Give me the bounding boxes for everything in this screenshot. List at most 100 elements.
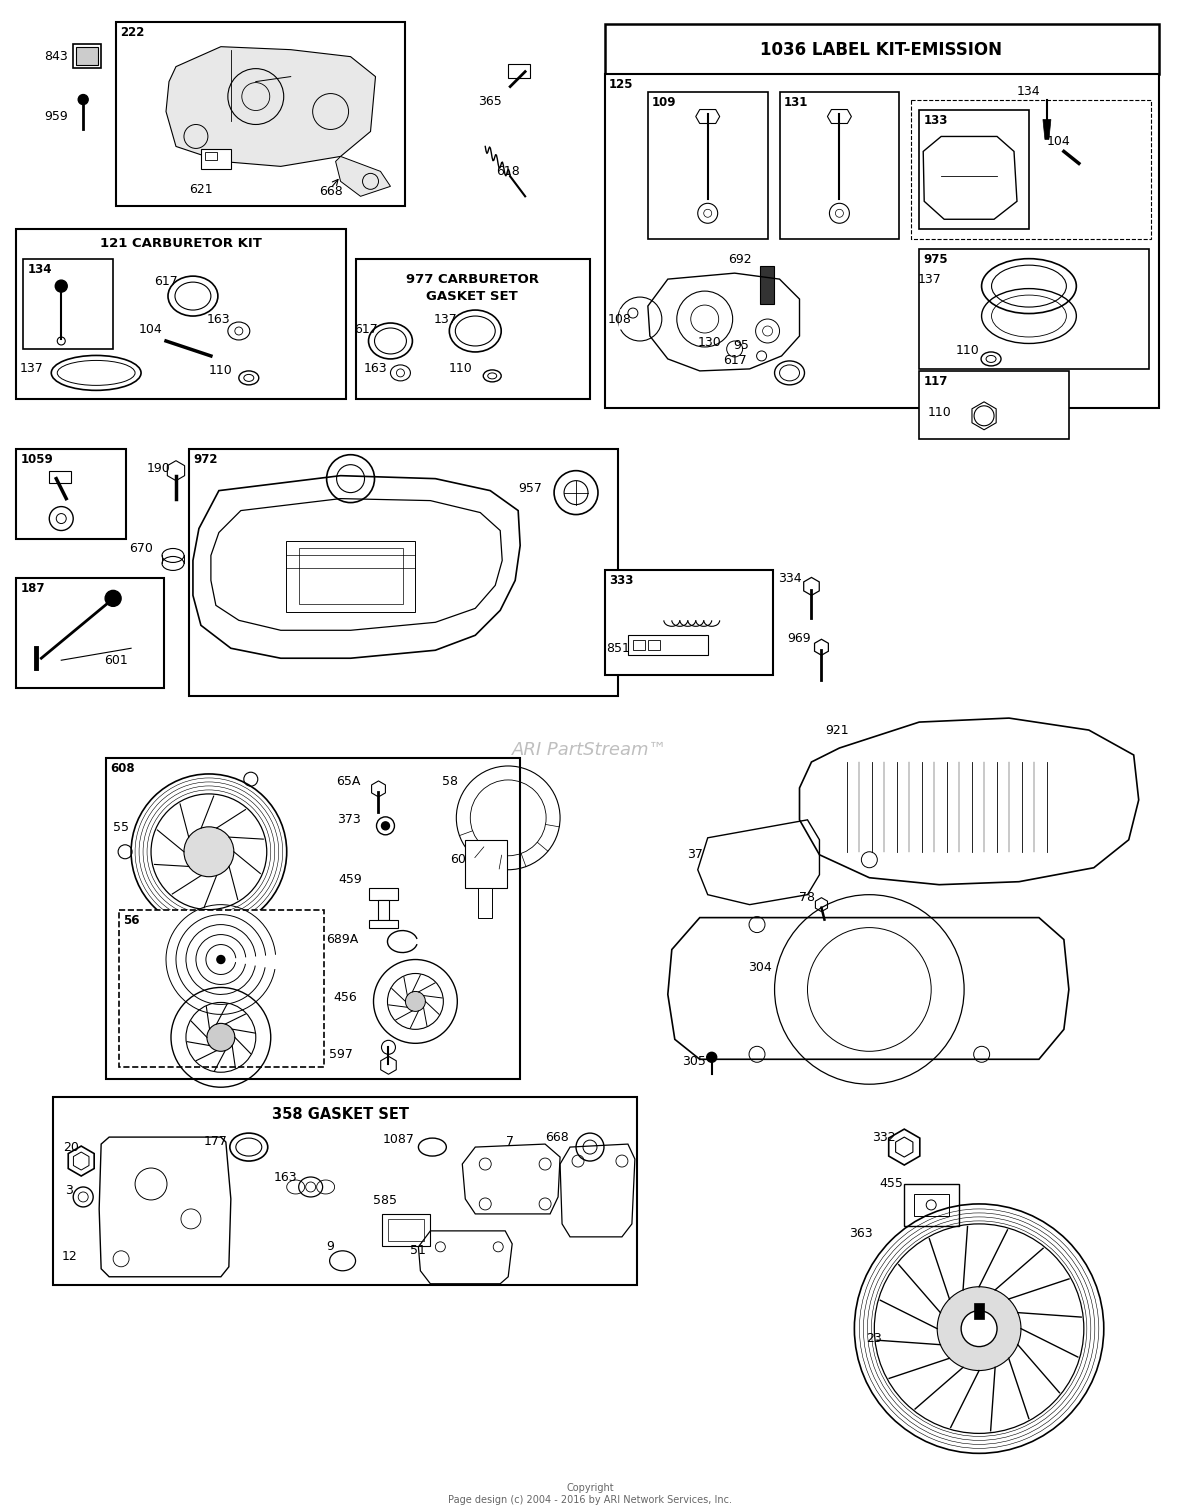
Text: 597: 597 xyxy=(329,1048,353,1062)
Text: 459: 459 xyxy=(339,873,362,886)
Text: 65A: 65A xyxy=(336,776,361,788)
Circle shape xyxy=(406,992,425,1012)
Text: 130: 130 xyxy=(697,337,722,349)
Text: 163: 163 xyxy=(274,1170,297,1184)
Bar xyxy=(201,149,231,169)
Text: 455: 455 xyxy=(879,1178,903,1190)
Text: 51: 51 xyxy=(411,1244,426,1258)
Bar xyxy=(116,21,406,207)
Text: 108: 108 xyxy=(608,313,631,326)
Bar xyxy=(189,448,618,696)
Text: 689A: 689A xyxy=(327,933,359,947)
Bar xyxy=(378,900,389,920)
Bar xyxy=(299,548,404,604)
Text: 975: 975 xyxy=(923,254,948,266)
Circle shape xyxy=(381,821,389,831)
Text: 55: 55 xyxy=(113,821,129,835)
Bar xyxy=(17,578,164,689)
Text: 977 CARBURETOR: 977 CARBURETOR xyxy=(406,273,539,285)
Bar xyxy=(648,640,660,651)
Text: 601: 601 xyxy=(104,654,127,667)
Text: 365: 365 xyxy=(478,95,503,109)
Text: 304: 304 xyxy=(748,960,772,974)
Text: 187: 187 xyxy=(20,583,45,595)
Circle shape xyxy=(962,1311,997,1347)
Bar xyxy=(355,260,590,399)
Text: Page design (c) 2004 - 2016 by ARI Network Services, Inc.: Page design (c) 2004 - 2016 by ARI Netwo… xyxy=(448,1495,732,1505)
Bar xyxy=(119,909,323,1068)
Bar xyxy=(914,1194,949,1216)
Text: 959: 959 xyxy=(45,110,68,122)
Text: 110: 110 xyxy=(956,344,979,358)
Text: 110: 110 xyxy=(448,362,472,376)
Bar xyxy=(368,888,399,900)
Text: 110: 110 xyxy=(927,406,951,420)
Bar xyxy=(919,249,1148,368)
Text: 585: 585 xyxy=(374,1194,398,1208)
Text: 621: 621 xyxy=(189,183,212,196)
Text: 125: 125 xyxy=(609,77,634,91)
Bar xyxy=(24,260,113,349)
Bar xyxy=(106,758,520,1080)
Bar xyxy=(628,636,708,655)
Bar xyxy=(465,840,507,888)
Text: 137: 137 xyxy=(433,313,457,326)
Circle shape xyxy=(78,95,88,104)
Text: 608: 608 xyxy=(110,763,135,775)
Text: 1036 LABEL KIT-EMISSION: 1036 LABEL KIT-EMISSION xyxy=(760,41,1002,59)
Text: 969: 969 xyxy=(788,631,812,645)
Text: 177: 177 xyxy=(204,1134,228,1148)
Bar xyxy=(780,92,899,239)
Bar xyxy=(368,920,399,927)
Text: 851: 851 xyxy=(607,642,630,655)
Text: 56: 56 xyxy=(123,914,139,927)
Text: Copyright: Copyright xyxy=(566,1483,614,1493)
Text: 110: 110 xyxy=(209,364,232,378)
Polygon shape xyxy=(827,110,852,124)
Text: 58: 58 xyxy=(442,776,458,788)
Bar xyxy=(388,1219,425,1241)
Text: 163: 163 xyxy=(206,313,230,326)
Bar xyxy=(648,92,767,239)
Text: 163: 163 xyxy=(363,362,387,376)
Text: 670: 670 xyxy=(129,542,153,556)
Text: 137: 137 xyxy=(917,273,942,285)
Text: 692: 692 xyxy=(728,252,752,266)
Text: 190: 190 xyxy=(148,462,171,476)
Bar xyxy=(632,640,645,651)
Bar xyxy=(605,74,1159,408)
Bar xyxy=(286,541,415,613)
Polygon shape xyxy=(618,310,640,331)
Bar xyxy=(904,1184,959,1226)
Bar xyxy=(760,266,774,304)
Text: 1059: 1059 xyxy=(20,453,53,465)
Bar xyxy=(605,24,1159,74)
Text: 60: 60 xyxy=(451,853,466,867)
Text: 9: 9 xyxy=(327,1240,335,1253)
Circle shape xyxy=(206,1024,235,1051)
Bar xyxy=(509,63,530,77)
Bar xyxy=(73,44,101,68)
Bar xyxy=(605,571,773,675)
Circle shape xyxy=(184,827,234,877)
Text: 305: 305 xyxy=(682,1055,706,1068)
Text: GASKET SET: GASKET SET xyxy=(426,290,518,302)
Polygon shape xyxy=(1043,119,1051,139)
Text: 358 GASKET SET: 358 GASKET SET xyxy=(273,1107,409,1122)
Text: 617: 617 xyxy=(155,275,178,287)
Circle shape xyxy=(55,281,67,291)
Bar xyxy=(478,888,492,918)
Text: 37: 37 xyxy=(687,849,703,861)
Text: 921: 921 xyxy=(826,723,850,737)
Text: 957: 957 xyxy=(518,482,542,495)
Bar xyxy=(77,47,98,65)
Text: 332: 332 xyxy=(872,1131,896,1143)
Bar xyxy=(382,1214,431,1246)
Bar xyxy=(17,230,346,399)
Text: 134: 134 xyxy=(27,263,52,276)
Text: 363: 363 xyxy=(850,1228,873,1240)
Text: 137: 137 xyxy=(19,362,44,376)
Text: 104: 104 xyxy=(1047,134,1070,148)
Text: 131: 131 xyxy=(784,95,808,109)
Text: 618: 618 xyxy=(497,165,520,178)
